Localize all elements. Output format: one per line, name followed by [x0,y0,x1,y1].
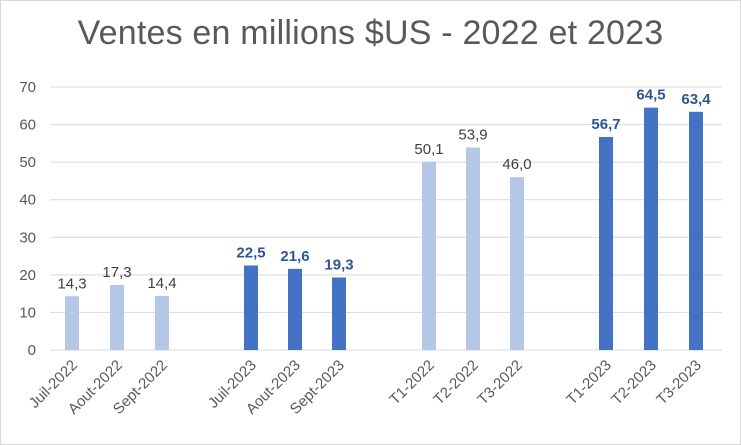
chart-title: Ventes en millions $US - 2022 et 2023 [77,14,664,52]
bar [510,177,524,350]
bar [599,136,613,350]
bar [466,147,480,350]
data-label: 63,4 [681,91,711,108]
y-tick-label: 40 [19,192,36,209]
y-axis-ticks: 0 10 20 30 40 50 60 70 [19,79,36,359]
data-label: 14,4 [147,275,176,292]
x-tick-label: T3-2022 [474,357,526,409]
bar [422,161,436,350]
y-tick-label: 30 [19,229,36,246]
data-label: 64,5 [636,87,665,104]
bar [288,268,302,350]
x-tick-label: T3-2023 [653,357,705,409]
x-tick-label: T2-2023 [608,357,660,409]
data-label: 21,6 [280,248,309,265]
y-tick-label: 0 [28,342,36,359]
y-tick-label: 60 [19,117,36,134]
x-tick-label: T2-2022 [430,357,482,409]
bar [689,111,703,350]
data-label: 19,3 [324,256,353,273]
bar [110,285,124,350]
y-tick-label: 50 [19,154,36,171]
bar [155,295,169,350]
bar [65,296,79,350]
data-label: 17,3 [102,264,131,281]
bars [65,107,703,351]
data-label: 50,1 [414,141,443,158]
data-label: 56,7 [591,116,620,133]
bar [332,277,346,350]
data-label: 14,3 [57,275,86,292]
data-labels: 14,3 17,3 14,4 22,5 21,6 19,3 50,1 53,9 46,0 56,7… [57,87,711,293]
y-tick-label: 70 [19,79,36,96]
y-tick-label: 20 [19,267,36,284]
bar [244,265,258,350]
data-label: 53,9 [458,126,487,143]
data-label: 22,5 [236,244,265,261]
bar [644,107,658,351]
x-tick-label: T1-2023 [563,357,615,409]
gridlines [50,86,722,351]
y-tick-label: 10 [19,304,36,321]
data-label: 46,0 [502,156,531,173]
x-tick-label: T1-2022 [386,357,438,409]
